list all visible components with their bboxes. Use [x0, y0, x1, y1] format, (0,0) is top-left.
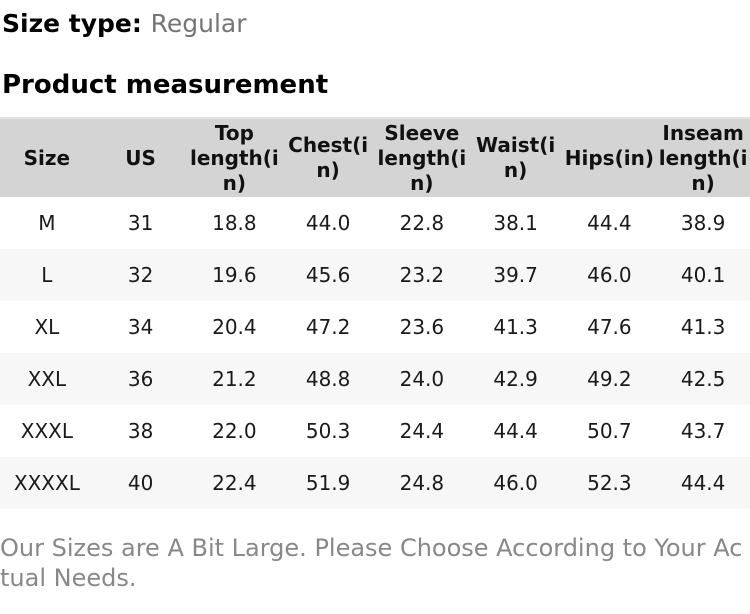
table-cell: 44.4 [680, 471, 726, 495]
product-measurement-table: Size US Top length(i n) Chest(i n) Sleev… [0, 117, 750, 509]
table-cell: 23.6 [399, 315, 445, 339]
table-cell: 41.3 [493, 315, 538, 339]
table-cell: 49.2 [587, 367, 632, 391]
table-cell: 42.5 [680, 367, 726, 391]
table-cell: 21.2 [212, 367, 257, 391]
table-cell: 38 [127, 419, 154, 443]
table-cell: 24.4 [399, 419, 445, 443]
table-cell: 23.2 [399, 263, 445, 287]
table-row-xxl: XXL 36 21.2 48.8 24.0 42.9 49.2 42.5 [0, 353, 750, 405]
table-cell: M [38, 211, 56, 235]
column-header-size: Size [0, 117, 94, 197]
table-cell: 38.1 [493, 211, 538, 235]
table-header-row: Size US Top length(i n) Chest(i n) Sleev… [0, 117, 750, 197]
table-cell: 24.0 [399, 367, 445, 391]
table-cell: 43.7 [680, 419, 726, 443]
table-cell: 18.8 [212, 211, 257, 235]
table-cell: XL [34, 315, 60, 339]
column-header-hips: Hips(in) [562, 117, 657, 197]
table-row-xxxxl: XXXXL 40 22.4 51.9 24.8 46.0 52.3 44.4 [0, 457, 750, 509]
table-cell: 22.4 [212, 471, 257, 495]
table-row-l: L 32 19.6 45.6 23.2 39.7 46.0 40.1 [0, 249, 750, 301]
table-row-xl: XL 34 20.4 47.2 23.6 41.3 47.6 41.3 [0, 301, 750, 353]
table-cell: L [41, 263, 53, 287]
table-cell: 44.0 [305, 211, 351, 235]
column-header-inseam-length: Inseam length(i n) [656, 117, 750, 197]
table-row-xxxl: XXXL 38 22.0 50.3 24.4 44.4 50.7 43.7 [0, 405, 750, 457]
table-cell: 40 [127, 471, 154, 495]
table-cell: 46.0 [493, 471, 538, 495]
table-cell: XXXL [20, 419, 73, 443]
table-cell: 44.4 [587, 211, 632, 235]
sizing-disclaimer-note: Our Sizes are A Bit Large. Please Choose… [0, 534, 743, 592]
table-cell: 32 [127, 263, 154, 287]
table-cell: 31 [127, 211, 154, 235]
page-title: Product measurement [2, 70, 329, 100]
table-cell: 45.6 [305, 263, 351, 287]
table-cell: 47.6 [587, 315, 632, 339]
table-row-m: M 31 18.8 44.0 22.8 38.1 44.4 38.9 [0, 197, 750, 249]
size-type-label: Size type: [2, 9, 142, 38]
table-cell: 19.6 [212, 263, 257, 287]
table-cell: 46.0 [587, 263, 632, 287]
table-cell: 24.8 [399, 471, 445, 495]
table-cell: 41.3 [680, 315, 726, 339]
table-cell: XXXXL [13, 471, 80, 495]
table-cell: 52.3 [587, 471, 632, 495]
size-type-value: Regular [150, 9, 247, 38]
table-cell: 36 [127, 367, 154, 391]
size-type-line: Size type: Regular [2, 8, 750, 40]
table-cell: XXL [27, 367, 67, 391]
column-header-waist: Waist(i n) [468, 117, 563, 197]
table-cell: 50.3 [305, 419, 351, 443]
table-cell: 22.0 [212, 419, 257, 443]
table-cell: 22.8 [399, 211, 445, 235]
table-cell: 39.7 [493, 263, 538, 287]
table-cell: 50.7 [587, 419, 632, 443]
table-cell: 44.4 [493, 419, 538, 443]
table-cell: 51.9 [305, 471, 351, 495]
table-cell: 42.9 [493, 367, 538, 391]
column-header-chest: Chest(i n) [281, 117, 375, 197]
column-header-sleeve-length: Sleeve length(i n) [375, 117, 469, 197]
table-cell: 40.1 [680, 263, 726, 287]
table-cell: 38.9 [680, 211, 726, 235]
table-cell: 34 [127, 315, 154, 339]
table-cell: 48.8 [305, 367, 351, 391]
table-cell: 20.4 [212, 315, 257, 339]
table-cell: 47.2 [305, 315, 351, 339]
column-header-top-length: Top length(i n) [187, 117, 282, 197]
column-header-us: US [93, 117, 188, 197]
